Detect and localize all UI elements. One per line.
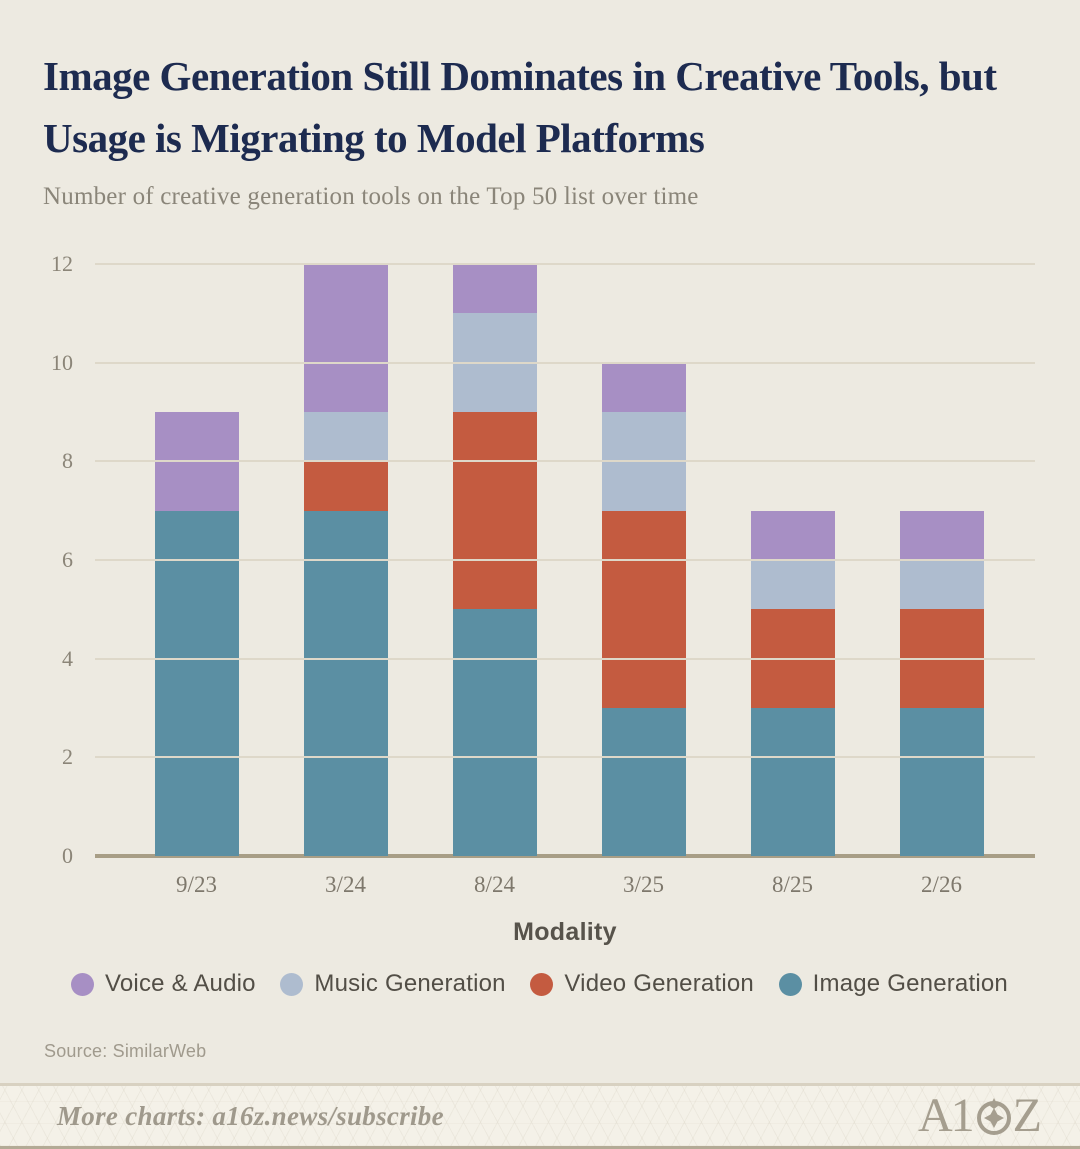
- bar-group-8-25: 8/25: [750, 264, 835, 897]
- x-axis-title: Modality: [513, 918, 617, 946]
- a16z-logo: A1 Z: [918, 1089, 1042, 1142]
- y-axis-tick-label: 12: [51, 251, 73, 276]
- x-axis-tick-label: 3/24: [325, 872, 366, 897]
- gridline-y10: [95, 361, 1035, 364]
- bar-segment-image-generation: [154, 510, 239, 856]
- bar-segment-image-generation: [303, 510, 388, 856]
- x-axis-baseline: [95, 854, 1035, 858]
- bar-segment-voice-audio: [303, 264, 388, 413]
- legend: Voice & Audio Music Generation Video Gener…: [71, 970, 1008, 998]
- gridline-y8: [95, 460, 1035, 463]
- bar-segment-image-generation: [899, 708, 984, 856]
- footer-subscribe-text: More charts: a16z.news/subscribe: [57, 1100, 444, 1131]
- gridline-y6: [95, 559, 1035, 561]
- y-axis-tick-label: 10: [51, 349, 73, 375]
- plot-area: 9/23 3/24 8/24 3/25 8/25 2/26 0 2 4 6 8 10 12: [51, 251, 1035, 897]
- bars-container: 9/23 3/24 8/24 3/25 8/25 2/26: [95, 264, 1035, 897]
- legend-label: Video Generation: [564, 970, 754, 997]
- source-note: Source: SimilarWeb: [44, 1041, 207, 1061]
- footer-banner: More charts: a16z.news/subscribe A1 Z: [0, 1083, 1080, 1149]
- legend-marker-icon: [530, 972, 554, 996]
- bar-segment-video-generation: [452, 412, 537, 610]
- bar-segment-voice-audio: [452, 264, 537, 314]
- legend-item-music-generation: Music Generation: [280, 970, 506, 998]
- logo-a1-text: A1: [918, 1089, 975, 1142]
- bar-group-9-23: 9/23: [154, 264, 239, 897]
- gridline-y4: [95, 657, 1035, 660]
- bar-segment-image-generation: [750, 708, 835, 856]
- legend-marker-icon: [280, 972, 304, 996]
- bar-segment-music-generation: [750, 560, 835, 610]
- legend-label: Music Generation: [314, 970, 506, 997]
- x-axis-tick-label: 8/25: [772, 872, 813, 897]
- bar-segment-image-generation: [601, 708, 686, 856]
- bar-segment-video-generation: [601, 510, 686, 708]
- x-axis-tick-label: 2/26: [921, 872, 962, 897]
- bar-segment-video-generation: [303, 461, 388, 511]
- y-axis-tick-label: 4: [62, 645, 73, 671]
- bar-segment-voice-audio: [750, 510, 835, 561]
- bar-segment-image-generation: [452, 609, 537, 856]
- y-axis-tick-label: 2: [62, 744, 73, 770]
- bar-segment-music-generation: [303, 412, 388, 462]
- header: Image Generation Still Dominates in Crea…: [0, 0, 1080, 211]
- chart-title: Image Generation Still Dominates in Crea…: [43, 53, 997, 161]
- bar-segment-music-generation: [899, 560, 984, 610]
- y-axis-tick-label: 6: [62, 547, 73, 572]
- legend-item-video-generation: Video Generation: [530, 970, 754, 998]
- bar-segment-voice-audio: [601, 362, 686, 413]
- legend-marker-icon: [71, 972, 94, 996]
- x-axis-tick-label: 9/23: [176, 872, 217, 897]
- x-axis-tick-label: 3/25: [623, 872, 664, 897]
- x-axis-tick-label: 8/24: [474, 872, 515, 897]
- gridline-y2: [95, 756, 1035, 759]
- bar-group-3-24: 3/24: [303, 264, 388, 897]
- logo-compass-icon: [976, 1098, 1011, 1135]
- y-axis-tick-label: 8: [62, 448, 73, 474]
- legend-item-image-generation: Image Generation: [778, 970, 1008, 998]
- legend-label: Image Generation: [812, 970, 1008, 997]
- legend-item-voice-audio: Voice & Audio: [71, 970, 256, 998]
- legend-marker-icon: [778, 972, 802, 996]
- bar-segment-voice-audio: [899, 510, 984, 561]
- logo-z-text: Z: [1012, 1089, 1042, 1142]
- y-axis-tick-label: 0: [62, 843, 73, 868]
- legend-label: Voice & Audio: [105, 970, 256, 997]
- gridline-y12: [95, 263, 1035, 265]
- chart-subtitle: Number of creative generation tools on t…: [43, 183, 699, 210]
